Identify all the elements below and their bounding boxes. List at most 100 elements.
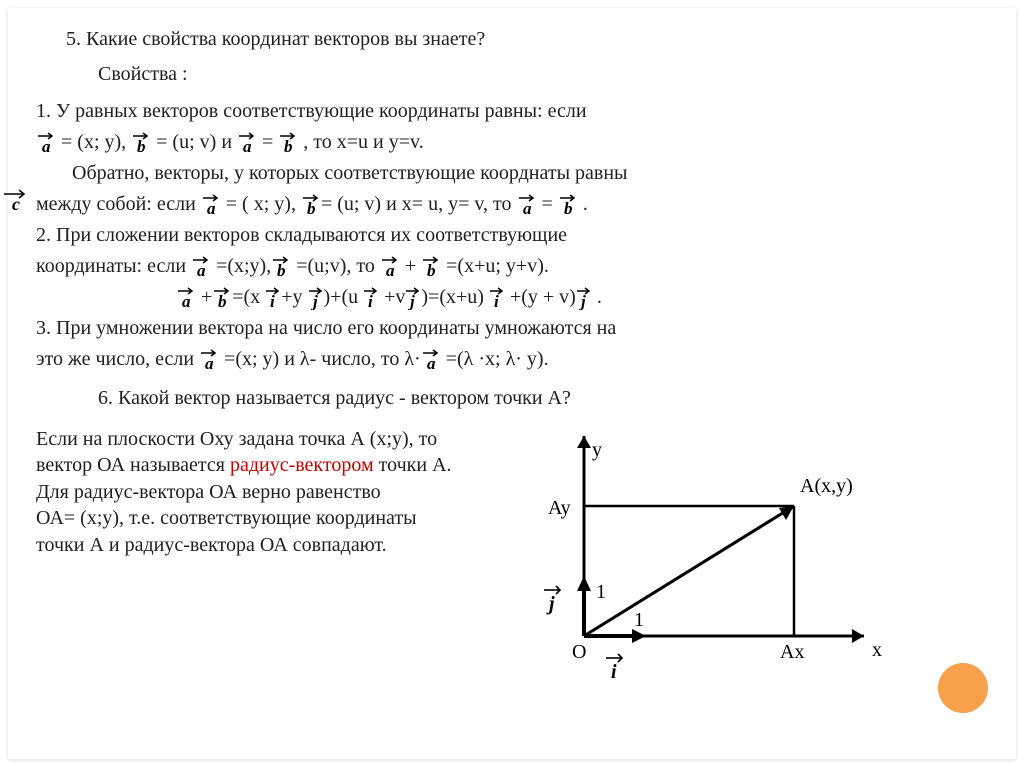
text-fragment: . <box>578 193 588 215</box>
vector-a-icon: a <box>421 348 441 372</box>
text-fragment: =(u;v), то <box>291 255 380 277</box>
vector-b-icon: b <box>212 286 232 310</box>
svg-text:b: b <box>218 292 227 310</box>
svg-text:A(x,y): A(x,y) <box>800 475 853 497</box>
svg-text:j: j <box>407 292 415 310</box>
svg-text:b: b <box>564 199 573 217</box>
question-6: 6. Какой вектор называется радиус - вект… <box>98 385 988 412</box>
vector-j-icon: j <box>576 286 592 310</box>
svg-text:y: y <box>592 439 602 461</box>
svg-text:a: a <box>386 261 395 279</box>
term-radius-vector: радиус-вектором <box>230 454 374 476</box>
text-fragment: =(λ ·x; λ· y). <box>441 348 549 370</box>
vector-a-icon: a <box>199 348 219 372</box>
prop-2-line-3: a +b=(x i+y j)+(u i +vj)=(x+u) i +(y + v… <box>36 284 988 311</box>
vector-b-icon: b <box>558 193 578 217</box>
svg-text:b: b <box>307 199 316 217</box>
prop-3-line-2: это же число, если a =(x; y) и λ- число,… <box>36 346 988 373</box>
bottom-row: Если на плоскости Оху задана точка А (х;… <box>36 426 988 694</box>
vector-a-icon: a <box>237 131 257 155</box>
svg-text:Ay: Ay <box>548 497 571 519</box>
vector-b-icon: b <box>271 255 291 279</box>
text-fragment: + <box>196 286 212 308</box>
svg-text:j: j <box>310 292 318 310</box>
svg-text:a: a <box>243 137 252 155</box>
svg-text:b: b <box>277 261 286 279</box>
svg-text:i: i <box>368 292 373 310</box>
svg-text:b: b <box>284 137 293 155</box>
vector-a-icon: a <box>191 255 211 279</box>
text-fragment: ОА= (x;y), т.е. соответствующие координа… <box>36 507 417 555</box>
text-fragment: +y <box>281 286 307 308</box>
text-fragment: )+(u <box>324 286 364 308</box>
prop-1-line-4: между собой: если a = ( x; y), b = (u; v)… <box>36 191 988 218</box>
slide-content: 5. Какие свойства координат векторов вы … <box>8 8 1016 694</box>
vector-i-icon: i <box>363 286 379 310</box>
svg-text:i: i <box>611 661 617 683</box>
svg-text:a: a <box>427 354 436 372</box>
prop-3-line-1: 3. При умножении вектора на число его ко… <box>36 315 988 342</box>
svg-text:j: j <box>546 593 555 615</box>
text-fragment: =(x;y), <box>211 255 271 277</box>
vector-b-icon: b <box>131 131 151 155</box>
diagram-svg: y x O Ay Ax A(x,y) 1 1 j i <box>494 426 894 686</box>
svg-text:j: j <box>578 292 586 310</box>
text-fragment: , то x=u и y=v. <box>298 131 423 153</box>
text-fragment: между собой: если <box>36 193 201 215</box>
text-fragment: =(x+u; y+v). <box>441 255 549 277</box>
question-5: 5. Какие свойства координат векторов вы … <box>66 26 988 53</box>
prop-2-line-1: 2. При сложении векторов складываются их… <box>36 222 988 249</box>
svg-text:1: 1 <box>634 609 644 631</box>
vector-b-icon: b <box>278 131 298 155</box>
prop-1-line-1: 1. У равных векторов соответствующие коо… <box>36 98 988 125</box>
margin-vector-c: c <box>2 188 28 219</box>
text-fragment: = (u; v) и x= u, y= v, то <box>321 193 517 215</box>
text-fragment: = (x; y), <box>56 131 131 153</box>
text-fragment: координаты: если <box>36 255 191 277</box>
text-fragment: это же число, если <box>36 348 199 370</box>
vector-b-icon: b <box>421 255 441 279</box>
svg-text:a: a <box>205 354 214 372</box>
svg-text:i: i <box>270 292 275 310</box>
vector-j-icon: j <box>308 286 324 310</box>
text-fragment: + <box>400 255 421 277</box>
svg-text:i: i <box>494 292 499 310</box>
svg-text:a: a <box>182 292 191 310</box>
svg-text:a: a <box>197 261 206 279</box>
svg-text:b: b <box>137 137 146 155</box>
prop-1-line-2: a = (x; y), b = (u; v) и a = b , то x=u … <box>36 129 988 156</box>
prop-2-line-2: координаты: если a =(x;y), b =(u;v), то a… <box>36 253 988 280</box>
svg-text:b: b <box>427 261 436 279</box>
vector-a-icon: a <box>201 193 221 217</box>
text-fragment: =(x <box>232 286 265 308</box>
prop-1-line-3: Обратно, векторы, у которых соответствую… <box>36 160 988 187</box>
vector-a-icon: a <box>36 131 56 155</box>
svg-text:x: x <box>872 639 882 661</box>
decorative-dot-icon <box>938 663 988 713</box>
svg-text:1: 1 <box>596 581 606 603</box>
vector-j-icon: j <box>405 286 421 310</box>
svg-text:Ax: Ax <box>780 641 804 663</box>
text-fragment: = ( x; y), <box>221 193 301 215</box>
text-fragment: =(x; y) и λ- число, то λ· <box>219 348 421 370</box>
vector-i-icon: i <box>265 286 281 310</box>
radius-vector-definition: Если на плоскости Оху задана точка А (х;… <box>36 426 466 694</box>
vector-b-icon: b <box>301 193 321 217</box>
svg-text:a: a <box>523 199 532 217</box>
svg-text:c: c <box>12 194 20 214</box>
vector-i-icon: i <box>489 286 505 310</box>
text-fragment: +v <box>379 286 405 308</box>
text-fragment: = <box>257 131 278 153</box>
properties-label: Свойства : <box>98 61 988 88</box>
svg-text:a: a <box>207 199 216 217</box>
vector-a-icon: a <box>517 193 537 217</box>
vector-a-icon: a <box>176 286 196 310</box>
text-fragment: = (u; v) и <box>151 131 237 153</box>
text-fragment: )=(x+u) <box>421 286 489 308</box>
vector-a-icon: a <box>380 255 400 279</box>
text-fragment: . <box>592 286 602 308</box>
svg-text:O: O <box>572 641 586 663</box>
text-fragment: = <box>537 193 558 215</box>
coordinate-diagram: y x O Ay Ax A(x,y) 1 1 j i <box>494 426 988 694</box>
svg-text:a: a <box>42 137 51 155</box>
